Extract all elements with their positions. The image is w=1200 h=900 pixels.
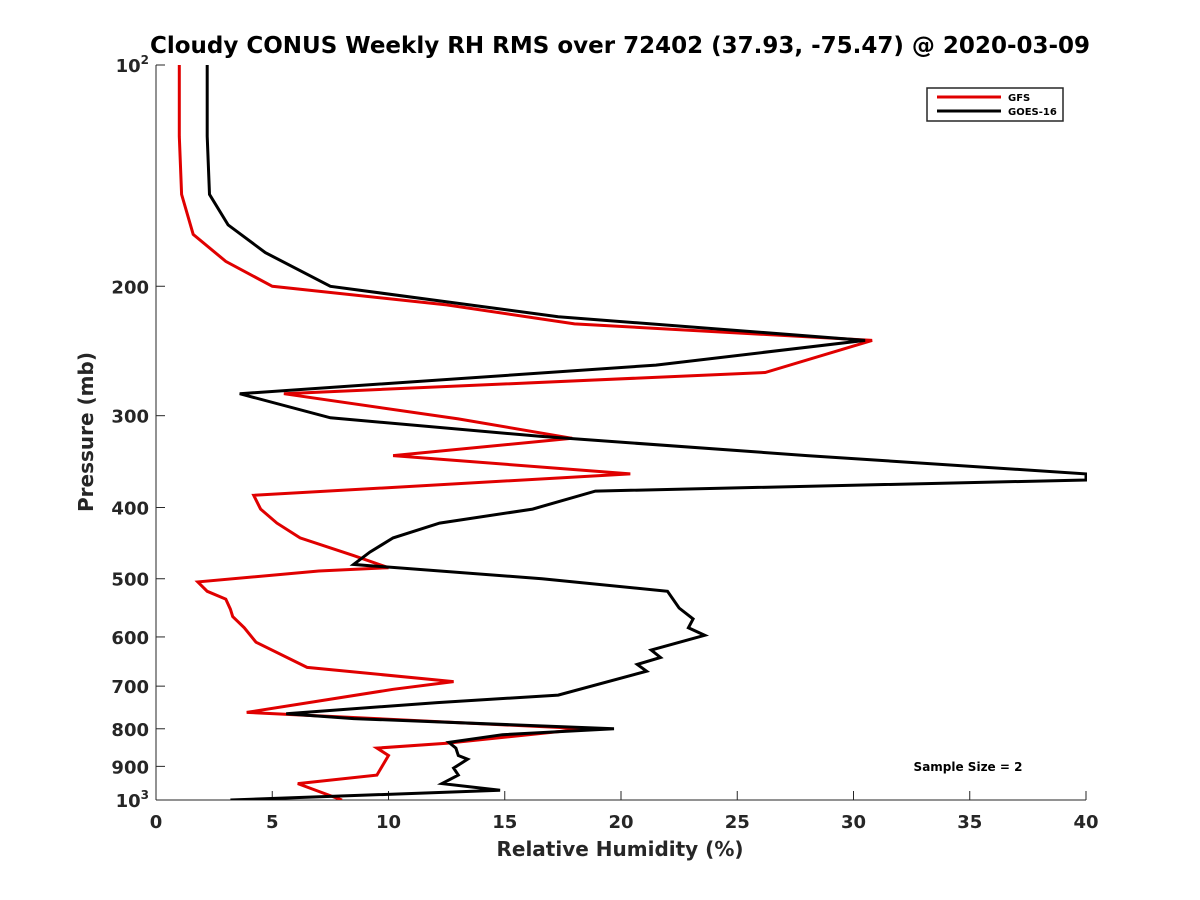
legend: GFS GOES-16 (926, 87, 1064, 122)
x-tick-label: 10 (376, 812, 401, 833)
y-tick-label: 700 (111, 677, 149, 698)
series-line-goes-16 (205, 65, 1087, 800)
legend-label: GFS (1008, 93, 1030, 104)
y-tick-label: 300 (111, 407, 149, 428)
chart-title: Cloudy CONUS Weekly RH RMS over 72402 (3… (150, 33, 1090, 59)
x-tick-label: 20 (608, 812, 633, 833)
x-tick-label: 35 (957, 812, 982, 833)
x-tick-label: 5 (266, 812, 279, 833)
y-tick-label: 200 (111, 277, 149, 298)
legend-box (926, 87, 1064, 122)
plot-area (155, 65, 1086, 801)
legend-label: GOES-16 (1008, 107, 1057, 118)
x-tick-label: 25 (725, 812, 750, 833)
y-tick-label: 400 (111, 499, 149, 520)
x-tick-label: 40 (1073, 812, 1098, 833)
x-axis-ticks: 0 5 10 15 20 25 30 35 40 (150, 791, 1099, 833)
x-tick-label: 30 (841, 812, 866, 833)
y-tick-label: 102 (116, 53, 149, 77)
x-tick-label: 15 (492, 812, 517, 833)
x-axis-label: Relative Humidity (%) (496, 837, 743, 861)
y-tick-label: 800 (111, 720, 149, 741)
y-axis-ticks: 102 200 300 400 500 600 700 800 900 103 (111, 53, 165, 812)
y-tick-label: 103 (116, 788, 149, 812)
y-tick-label: 900 (111, 757, 149, 778)
y-tick-label: 500 (111, 570, 149, 591)
y-axis-label: Pressure (mb) (74, 352, 98, 512)
series-line-gfs (177, 65, 873, 800)
series-layer (177, 65, 1087, 800)
y-tick-label: 600 (111, 628, 149, 649)
x-tick-label: 0 (150, 812, 163, 833)
sample-size-annotation: Sample Size = 2 (914, 760, 1023, 774)
